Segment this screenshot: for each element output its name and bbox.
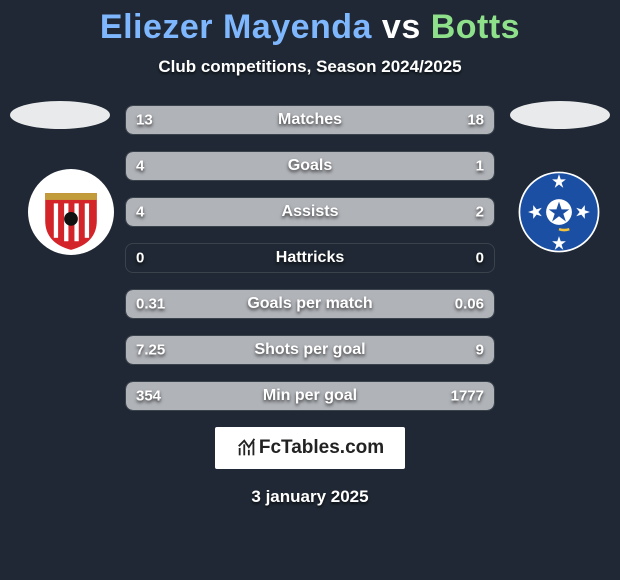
stat-label: Matches (278, 111, 342, 129)
portsmouth-crest-icon (516, 169, 602, 255)
stat-value-left: 0.31 (136, 296, 165, 313)
title-player1: Eliezer Mayenda (100, 8, 372, 46)
stat-value-left: 13 (136, 112, 153, 129)
title-vs: vs (372, 8, 431, 46)
stat-value-right: 0 (476, 250, 484, 267)
page-title: Eliezer Mayenda vs Botts (0, 0, 620, 47)
stat-value-right: 1777 (451, 388, 484, 405)
stat-label: Assists (282, 203, 339, 221)
stat-value-left: 0 (136, 250, 144, 267)
sunderland-crest-icon (28, 169, 114, 255)
stat-value-left: 4 (136, 158, 144, 175)
subtitle: Club competitions, Season 2024/2025 (0, 57, 620, 77)
stat-value-left: 7.25 (136, 342, 165, 359)
chart-icon (236, 437, 258, 459)
stat-label: Goals (288, 157, 332, 175)
stat-bars: Matches 13 18 Goals 4 1 Assists 4 2 Hattricks 0 0 Go… (125, 105, 495, 411)
crest-shadow-left (10, 101, 110, 129)
stat-label: Goals per match (247, 295, 372, 313)
stat-value-right: 18 (467, 112, 484, 129)
stat-value-left: 4 (136, 204, 144, 221)
stat-row: Hattricks 0 0 (125, 243, 495, 273)
stat-value-right: 0.06 (455, 296, 484, 313)
content-area: Matches 13 18 Goals 4 1 Assists 4 2 Hattricks 0 0 Go… (0, 105, 620, 507)
title-player2: Botts (431, 8, 520, 46)
stat-value-left: 354 (136, 388, 161, 405)
stat-row: Goals per match 0.31 0.06 (125, 289, 495, 319)
stat-label: Shots per goal (254, 341, 365, 359)
stat-value-right: 1 (476, 158, 484, 175)
bar-fill-left (126, 152, 420, 180)
stat-label: Min per goal (263, 387, 357, 405)
crest-shadow-right (510, 101, 610, 129)
stat-row: Min per goal 354 1777 (125, 381, 495, 411)
stat-value-right: 9 (476, 342, 484, 359)
stat-row: Matches 13 18 (125, 105, 495, 135)
brand-text: FcTables.com (259, 437, 384, 459)
stat-label: Hattricks (276, 249, 344, 267)
team-crest-right (516, 169, 602, 255)
stat-value-right: 2 (476, 204, 484, 221)
brand-box: FcTables.com (215, 427, 405, 469)
stat-row: Goals 4 1 (125, 151, 495, 181)
date-text: 3 january 2025 (0, 487, 620, 507)
team-crest-left (28, 169, 114, 255)
stat-row: Shots per goal 7.25 9 (125, 335, 495, 365)
stat-row: Assists 4 2 (125, 197, 495, 227)
comparison-card: Eliezer Mayenda vs Botts Club competitio… (0, 0, 620, 580)
